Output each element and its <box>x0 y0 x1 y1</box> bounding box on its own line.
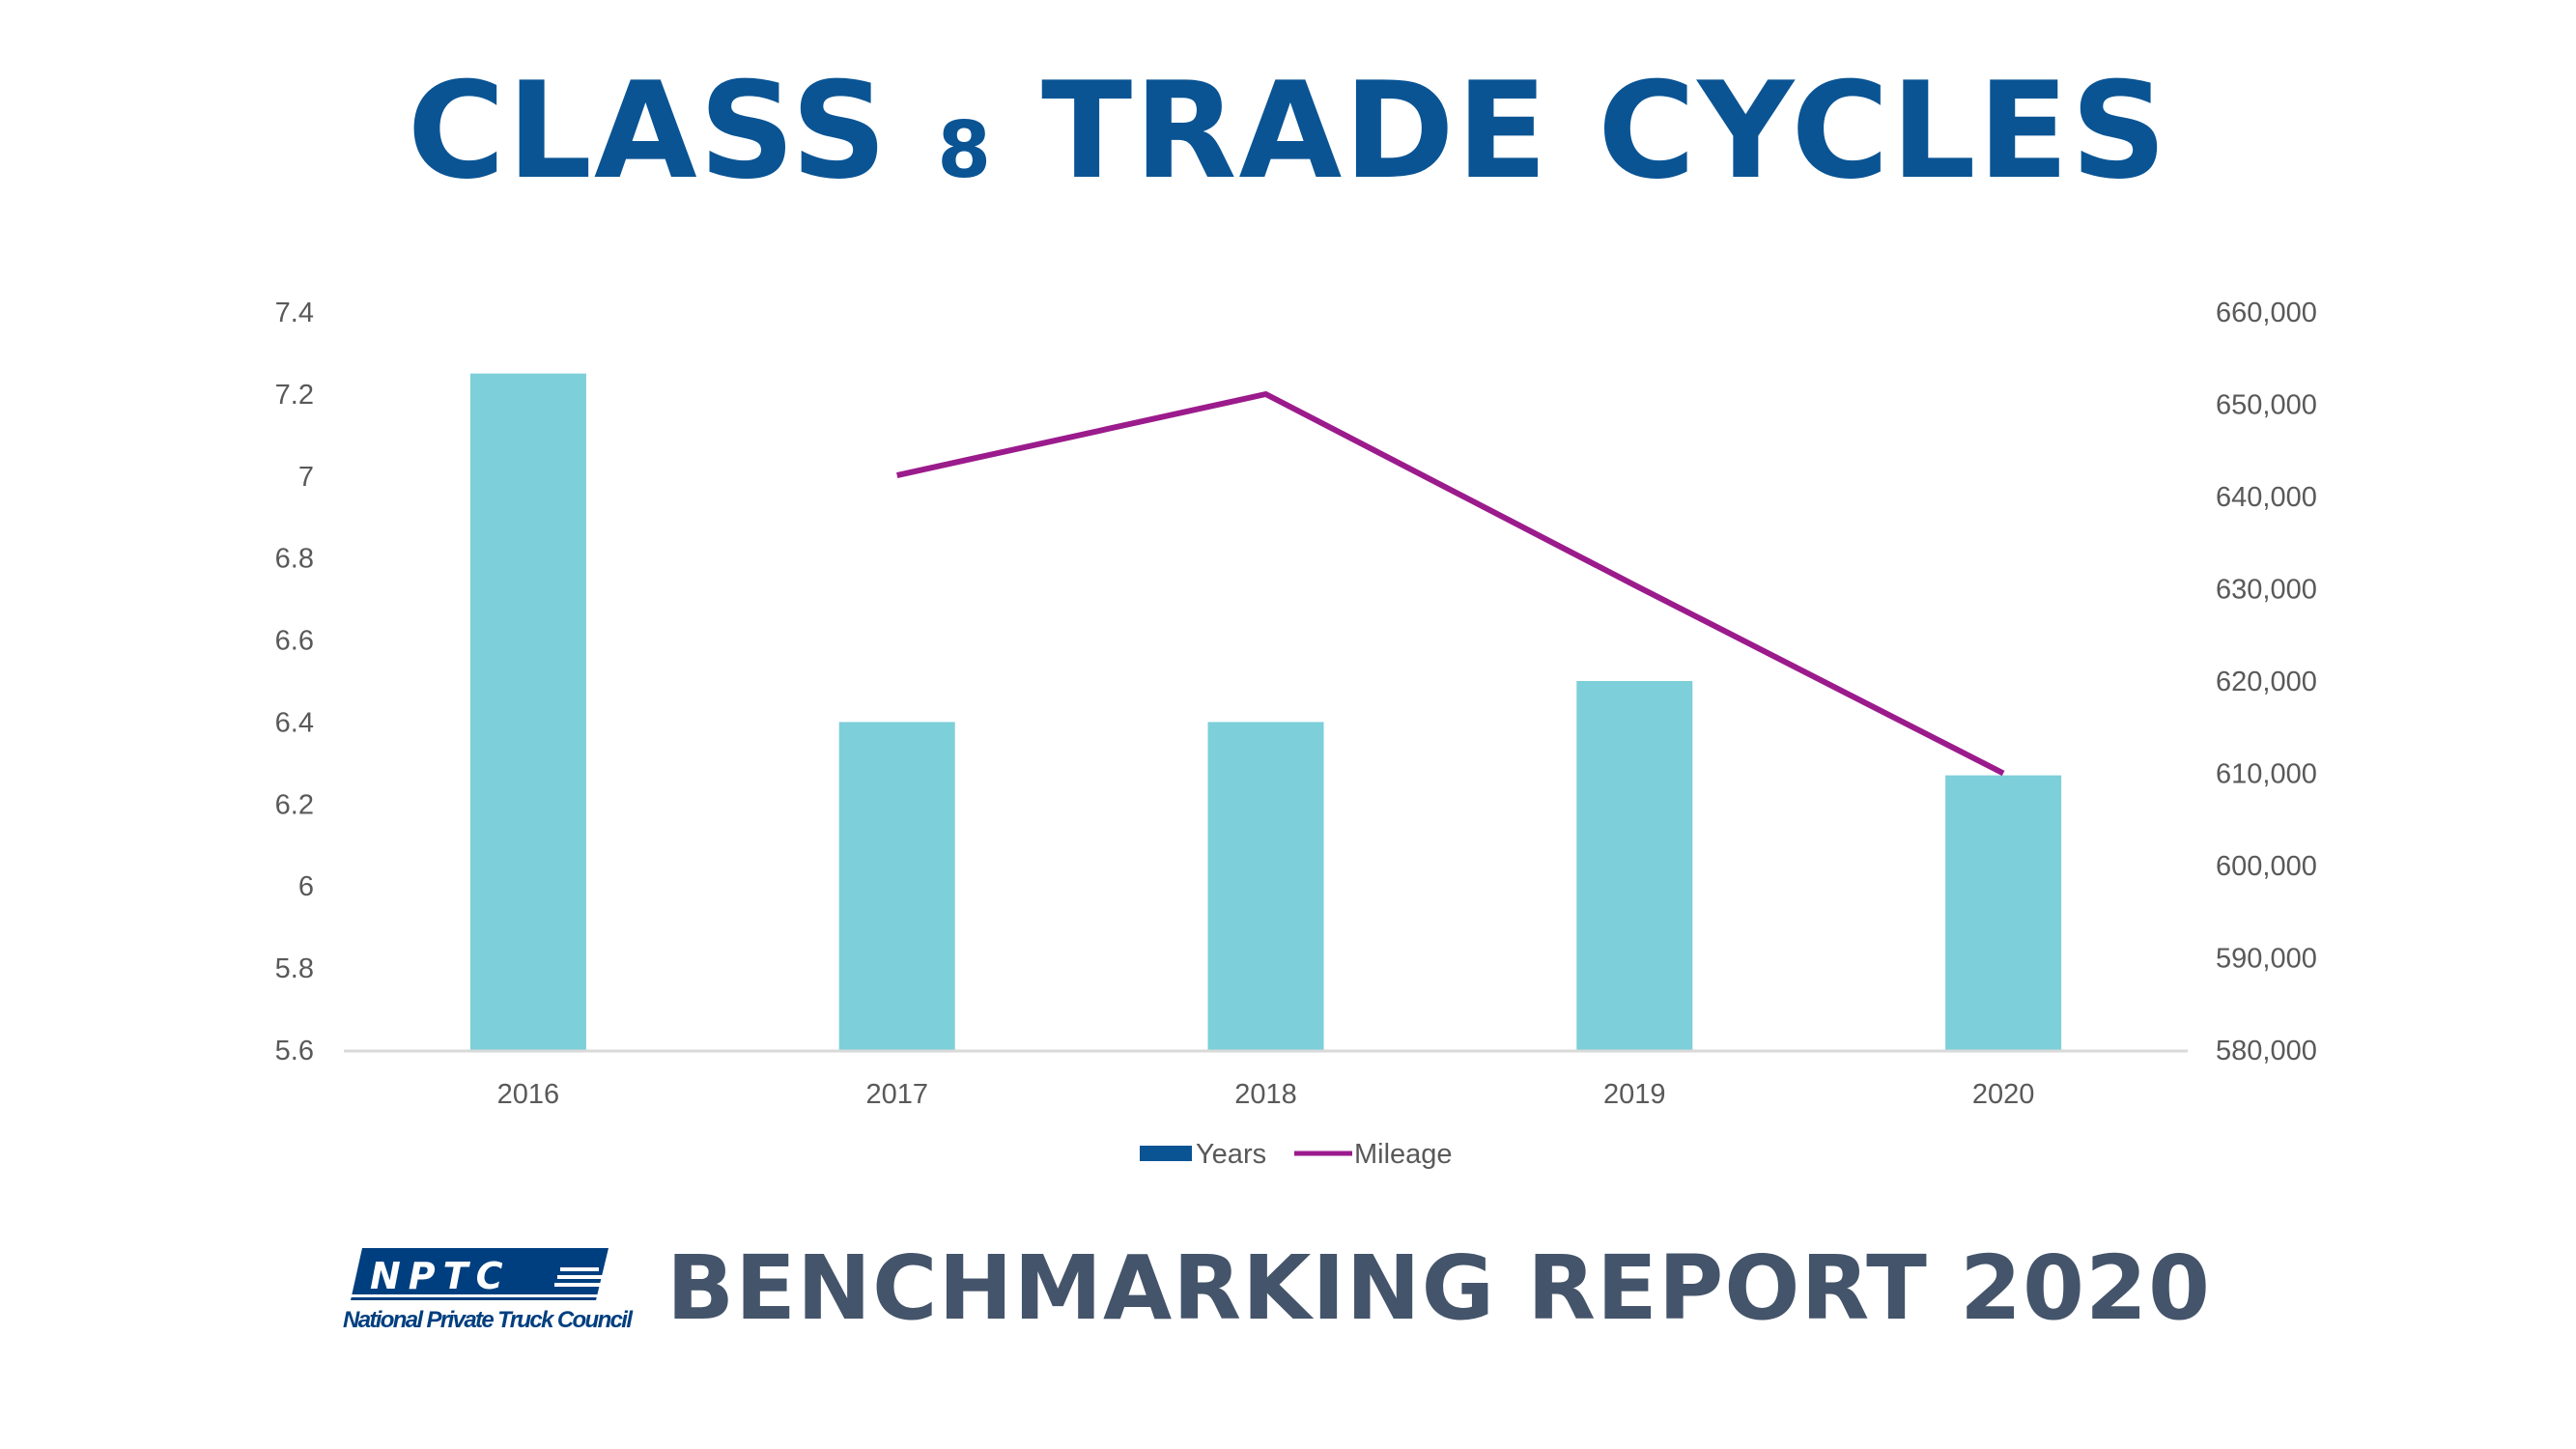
x-axis-tick-label: 2018 <box>1234 1079 1297 1110</box>
x-axis-tick-label: 2019 <box>1603 1079 1666 1110</box>
right-axis-tick-label: 660,000 <box>2216 298 2317 328</box>
left-axis-tick-label: 7.4 <box>275 298 314 328</box>
right-axis-tick-label: 590,000 <box>2216 944 2317 975</box>
x-axis-tick-label: 2017 <box>865 1079 928 1110</box>
mileage-line <box>896 390 2005 777</box>
logo-subtext: National Private Truck Council <box>343 1307 634 1333</box>
x-axis-tick-label: 2020 <box>1972 1079 2035 1110</box>
right-axis-tick-label: 620,000 <box>2216 667 2317 697</box>
page-title: CLASS 8 TRADE CYCLES <box>0 53 2576 209</box>
left-axis-tick-label: 6.8 <box>275 544 314 575</box>
truck-logo-icon: NPTC National Private Truck Council <box>343 1248 634 1333</box>
right-axis-tick-label: 630,000 <box>2216 575 2317 606</box>
legend-mileage-label: Mileage <box>1354 1139 1453 1170</box>
left-axis-tick-label: 6.4 <box>275 707 314 738</box>
title-part-1: CLASS <box>407 53 890 209</box>
left-axis-tick-label: 6.2 <box>275 789 314 820</box>
x-axis-tick-label: 2016 <box>497 1079 560 1110</box>
right-axis-tick-label: 580,000 <box>2216 1036 2317 1066</box>
legend-years-label: Years <box>1196 1139 1266 1170</box>
left-axis-tick-label: 5.8 <box>275 953 314 984</box>
left-axis-tick-label: 7.2 <box>275 380 314 411</box>
title-part-3: TRADE CYCLES <box>1041 53 2169 209</box>
bar-2016 <box>469 373 586 1051</box>
right-axis-tick-label: 640,000 <box>2216 482 2317 513</box>
bar-2018 <box>1207 722 1324 1050</box>
right-axis-tick-label: 610,000 <box>2216 759 2317 790</box>
title-part-2: 8 <box>937 105 994 195</box>
bar-2017 <box>838 722 955 1050</box>
left-axis-tick-label: 6.6 <box>275 626 314 657</box>
left-axis-tick-label: 5.6 <box>275 1036 314 1066</box>
bar-2019 <box>1576 681 1693 1050</box>
bar-2020 <box>1945 775 2062 1050</box>
left-axis-tick-label: 6 <box>298 871 314 902</box>
left-axis-tick-label: 7 <box>298 462 314 493</box>
right-axis-tick-label: 600,000 <box>2216 851 2317 882</box>
nptc-logo: NPTC National Private Truck Council <box>343 1246 642 1335</box>
right-axis-tick-label: 650,000 <box>2216 390 2317 421</box>
logo-text: NPTC <box>370 1255 510 1297</box>
legend-years-swatch <box>1140 1146 1192 1161</box>
report-title: BENCHMARKING REPORT 2020 <box>666 1236 2212 1340</box>
